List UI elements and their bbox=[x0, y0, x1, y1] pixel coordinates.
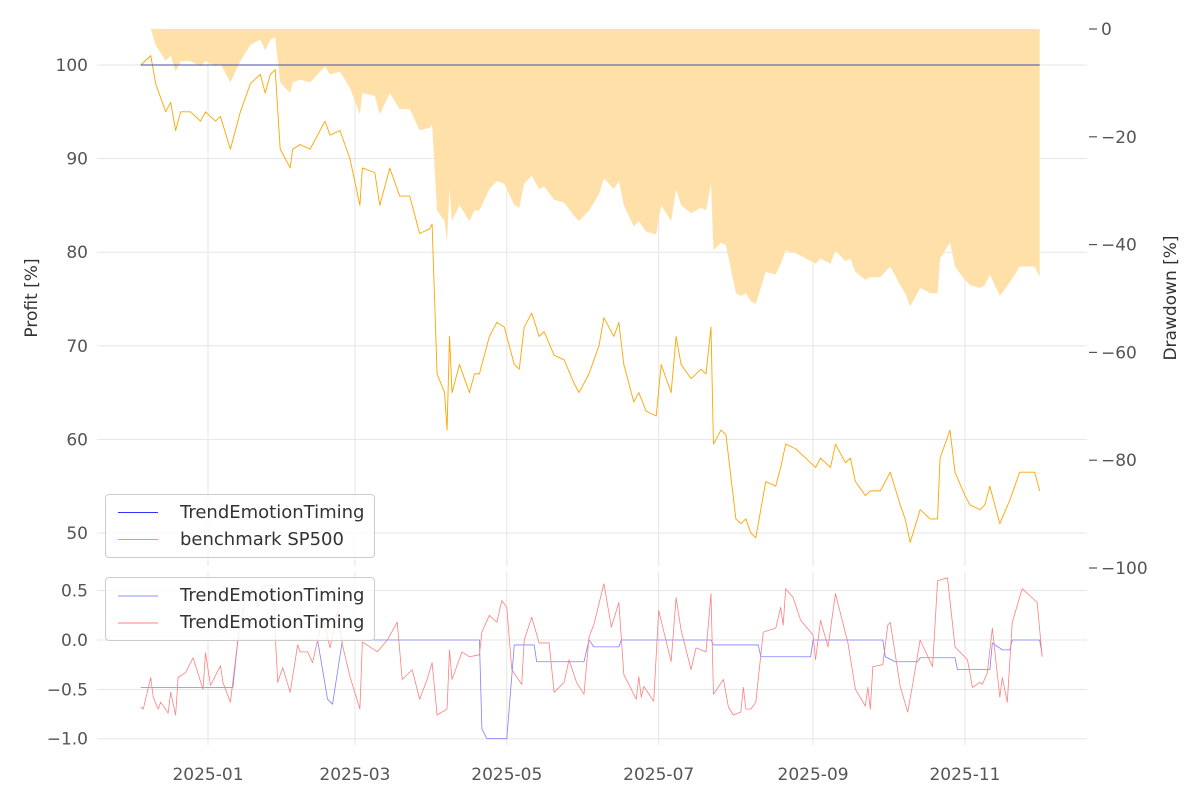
legend-label: benchmark SP500 bbox=[180, 529, 344, 550]
x-tick-label: 2025-09 bbox=[778, 765, 849, 785]
legend-label: TrendEmotionTiming bbox=[180, 585, 365, 606]
drawdown-area bbox=[140, 29, 1040, 307]
y2-tick-label: −20 bbox=[1101, 128, 1137, 148]
legend-label: TrendEmotionTiming bbox=[180, 612, 365, 633]
y-tick-label: 70 bbox=[66, 337, 88, 357]
legend-line-signal bbox=[118, 621, 158, 624]
x-tick-label: 2025-07 bbox=[623, 765, 694, 785]
legend-label: TrendEmotionTiming bbox=[180, 502, 365, 523]
tick-labels: 50 60 70 80 90 100 0 −20 −40 −60 −80 −100 0.5 0.0 −0.5… bbox=[47, 20, 1148, 785]
legend-top: TrendEmotionTiming benchmark SP500 bbox=[105, 494, 375, 558]
x-tick-label: 2025-03 bbox=[319, 765, 390, 785]
drawdown-area-layer bbox=[140, 29, 1040, 307]
legend-bottom: TrendEmotionTiming TrendEmotionTiming bbox=[105, 577, 375, 641]
legend-item: TrendEmotionTiming bbox=[106, 582, 374, 609]
legend-item: TrendEmotionTiming bbox=[106, 609, 374, 636]
legend-line-strategy bbox=[118, 512, 158, 513]
y-tick-label-bottom: 0.0 bbox=[61, 631, 88, 651]
x-tick-label: 2025-01 bbox=[172, 765, 243, 785]
x-tick-label: 2025-11 bbox=[929, 765, 1000, 785]
y2-tick-label: 0 bbox=[1101, 20, 1112, 40]
y2-tick-label: −40 bbox=[1101, 236, 1137, 256]
y-tick-label: 90 bbox=[66, 150, 88, 170]
legend-item: benchmark SP500 bbox=[106, 526, 374, 553]
y-axis-label-drawdown: Drawdown [%] bbox=[1161, 235, 1181, 360]
x-tick-label: 2025-05 bbox=[471, 765, 542, 785]
y-tick-label: 100 bbox=[56, 56, 88, 76]
legend-line-position bbox=[118, 594, 158, 597]
y2-tick-label: −100 bbox=[1101, 559, 1148, 579]
y2-tick-label: −80 bbox=[1101, 451, 1137, 471]
y-axis-label-profit: Profit [%] bbox=[22, 258, 42, 337]
benchmark-line bbox=[140, 55, 1041, 543]
position-line bbox=[140, 639, 1043, 740]
y-tick-label: 60 bbox=[66, 430, 88, 450]
y-tick-label: 80 bbox=[66, 243, 88, 263]
y-tick-label: 50 bbox=[66, 524, 88, 544]
y-tick-label-bottom: −0.5 bbox=[47, 680, 88, 700]
y-tick-label-bottom: 0.5 bbox=[61, 582, 88, 602]
legend-item: TrendEmotionTiming bbox=[106, 499, 374, 526]
y2-tick-label: −60 bbox=[1101, 343, 1137, 363]
y-tick-label-bottom: −1.0 bbox=[47, 730, 88, 750]
legend-line-benchmark bbox=[118, 539, 158, 540]
